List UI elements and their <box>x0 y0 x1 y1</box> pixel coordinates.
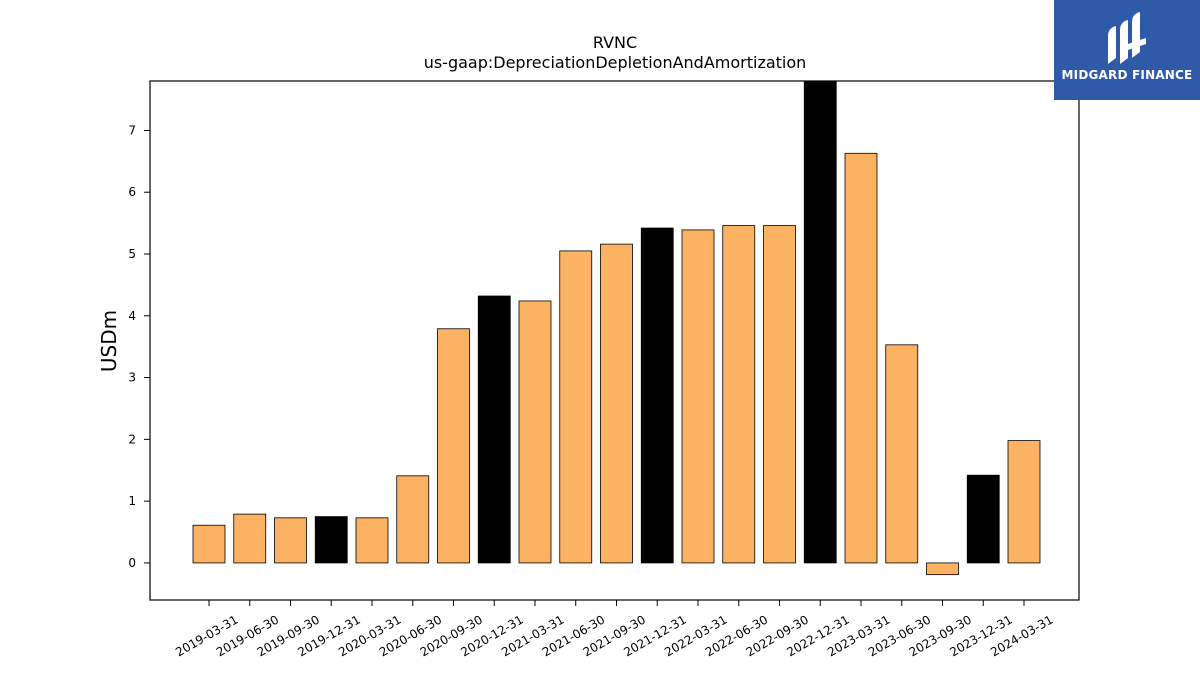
bar-2019-03-31 <box>192 524 226 564</box>
y-tick-label: 0 <box>128 556 136 570</box>
bar-2020-06-30 <box>396 475 430 564</box>
y-tick-label: 6 <box>128 185 136 199</box>
logo-text: MIDGARD FINANCE <box>1061 68 1193 82</box>
plot-frame <box>149 80 1080 601</box>
bar-2022-06-30 <box>722 225 756 564</box>
bar-2019-12-31 <box>314 516 348 564</box>
y-tick-label: 5 <box>128 247 136 261</box>
bar-2020-09-30 <box>437 328 470 564</box>
bar-2021-06-30 <box>559 250 593 564</box>
plot-area: 012345672019-03-312019-06-302019-09-3020… <box>128 80 1056 659</box>
bar-2019-09-30 <box>274 517 307 564</box>
bar-2023-12-31 <box>966 474 1000 564</box>
bar-2022-12-31 <box>803 80 837 564</box>
bar-2019-06-30 <box>233 513 267 564</box>
midgard-logo-icon <box>1108 12 1146 64</box>
bar-2020-12-31 <box>477 295 511 564</box>
bar-2023-06-30 <box>885 344 919 564</box>
midgard-finance-logo: MIDGARD FINANCE <box>1054 0 1200 100</box>
y-tick-label: 7 <box>128 123 136 137</box>
bar-2022-09-30 <box>763 225 796 564</box>
bar-2021-12-31 <box>640 227 674 564</box>
bar-2024-03-31 <box>1007 440 1041 564</box>
bar-2020-03-31 <box>355 517 389 564</box>
y-tick-label: 3 <box>128 371 136 385</box>
y-tick-label: 1 <box>128 494 136 508</box>
y-tick-label: 4 <box>128 309 136 323</box>
bar-2021-09-30 <box>600 243 633 564</box>
y-tick-label: 2 <box>128 432 136 446</box>
bar-2023-09-30 <box>926 562 959 576</box>
y-axis-label: USDm <box>97 310 121 372</box>
bar-2022-03-31 <box>681 229 715 564</box>
bar-2023-03-31 <box>844 152 878 564</box>
chart-title: RVNC <box>593 33 637 52</box>
bar-2021-03-31 <box>518 300 552 564</box>
chart-subtitle: us-gaap:DepreciationDepletionAndAmortiza… <box>424 53 807 72</box>
